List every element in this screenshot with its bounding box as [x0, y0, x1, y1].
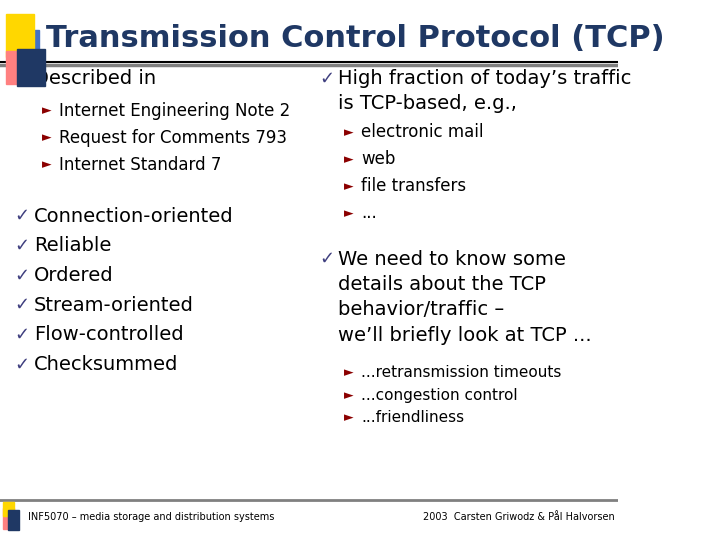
Text: ✓: ✓: [14, 326, 30, 344]
Text: ►: ►: [344, 389, 354, 402]
Bar: [3, 508, 14, 529]
Text: ...friendliness: ...friendliness: [361, 410, 464, 426]
Text: web: web: [361, 150, 395, 168]
Text: ✓: ✓: [14, 266, 30, 285]
Text: ...retransmission timeouts: ...retransmission timeouts: [361, 365, 562, 380]
Text: ✓: ✓: [14, 237, 30, 255]
Text: ...: ...: [361, 204, 377, 222]
Text: Reliable: Reliable: [34, 236, 112, 255]
Text: file transfers: file transfers: [361, 177, 467, 195]
Text: ►: ►: [344, 126, 354, 139]
Text: ►: ►: [344, 366, 354, 379]
Text: ✓: ✓: [14, 207, 30, 225]
Text: Transmission Control Protocol (TCP): Transmission Control Protocol (TCP): [46, 24, 665, 53]
Text: Described in: Described in: [34, 69, 156, 88]
Text: Request for Comments 793: Request for Comments 793: [58, 129, 287, 147]
Text: behavior/traffic –: behavior/traffic –: [338, 300, 505, 320]
Text: ✓: ✓: [14, 69, 30, 87]
Text: ►: ►: [42, 131, 51, 144]
Text: we’ll briefly look at TCP ...: we’ll briefly look at TCP ...: [338, 326, 592, 345]
Text: ►: ►: [344, 153, 354, 166]
Text: ►: ►: [344, 207, 354, 220]
Text: 2003  Carsten Griwodz & Pål Halvorsen: 2003 Carsten Griwodz & Pål Halvorsen: [423, 512, 614, 522]
Text: Stream-oriented: Stream-oriented: [34, 295, 194, 315]
Text: Ordered: Ordered: [34, 266, 114, 285]
Text: Internet Standard 7: Internet Standard 7: [58, 156, 221, 174]
Bar: [6, 51, 34, 84]
Text: is TCP-based, e.g.,: is TCP-based, e.g.,: [338, 94, 517, 113]
Text: Internet Engineering Note 2: Internet Engineering Note 2: [58, 102, 290, 120]
Bar: [17, 49, 45, 86]
Bar: [17, 30, 39, 57]
Text: ►: ►: [42, 104, 51, 117]
Bar: [8, 510, 19, 530]
Text: Flow-controlled: Flow-controlled: [34, 325, 184, 345]
Bar: [6, 14, 34, 57]
Text: Checksummed: Checksummed: [34, 355, 179, 374]
Text: ✓: ✓: [320, 250, 335, 268]
Text: ►: ►: [344, 180, 354, 193]
Text: Connection-oriented: Connection-oriented: [34, 206, 233, 226]
Text: ✓: ✓: [14, 296, 30, 314]
Text: details about the TCP: details about the TCP: [338, 275, 546, 294]
Text: ►: ►: [42, 158, 51, 171]
Text: electronic mail: electronic mail: [361, 123, 484, 141]
Text: ✓: ✓: [14, 355, 30, 374]
Bar: [3, 502, 14, 516]
Text: INF5070 – media storage and distribution systems: INF5070 – media storage and distribution…: [28, 512, 274, 522]
Text: ✓: ✓: [320, 69, 335, 87]
Text: We need to know some: We need to know some: [338, 249, 566, 269]
Text: High fraction of today’s traffic: High fraction of today’s traffic: [338, 69, 631, 88]
Text: ...congestion control: ...congestion control: [361, 388, 518, 403]
Text: ►: ►: [344, 411, 354, 424]
